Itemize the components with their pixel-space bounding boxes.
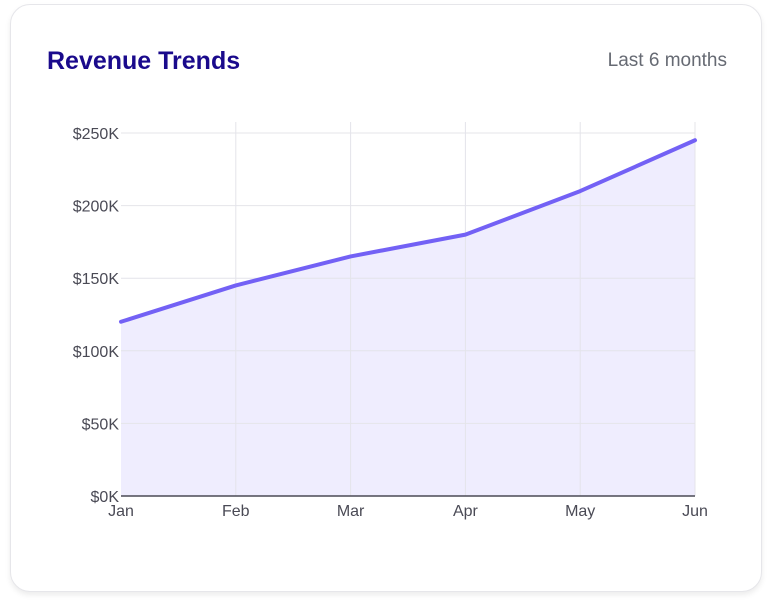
- x-tick-label: Feb: [222, 503, 250, 520]
- x-tick-label: Jun: [682, 503, 708, 520]
- y-tick-label: $0K: [91, 489, 120, 506]
- y-tick-label: $50K: [82, 416, 120, 433]
- period-label: Last 6 months: [607, 50, 727, 71]
- revenue-line: [119, 138, 697, 324]
- y-tick-label: $200K: [73, 199, 120, 216]
- x-tick-label: Mar: [337, 503, 365, 520]
- x-tick-label: May: [565, 503, 595, 520]
- y-tick-label: $150K: [73, 271, 120, 288]
- y-tick-label: $250K: [73, 126, 120, 143]
- chart-title: Revenue Trends: [47, 47, 241, 75]
- y-tick-label: $100K: [73, 344, 120, 361]
- x-tick-label: Apr: [453, 503, 479, 520]
- x-tick-label: Jan: [108, 503, 134, 520]
- area-fill: [121, 140, 695, 496]
